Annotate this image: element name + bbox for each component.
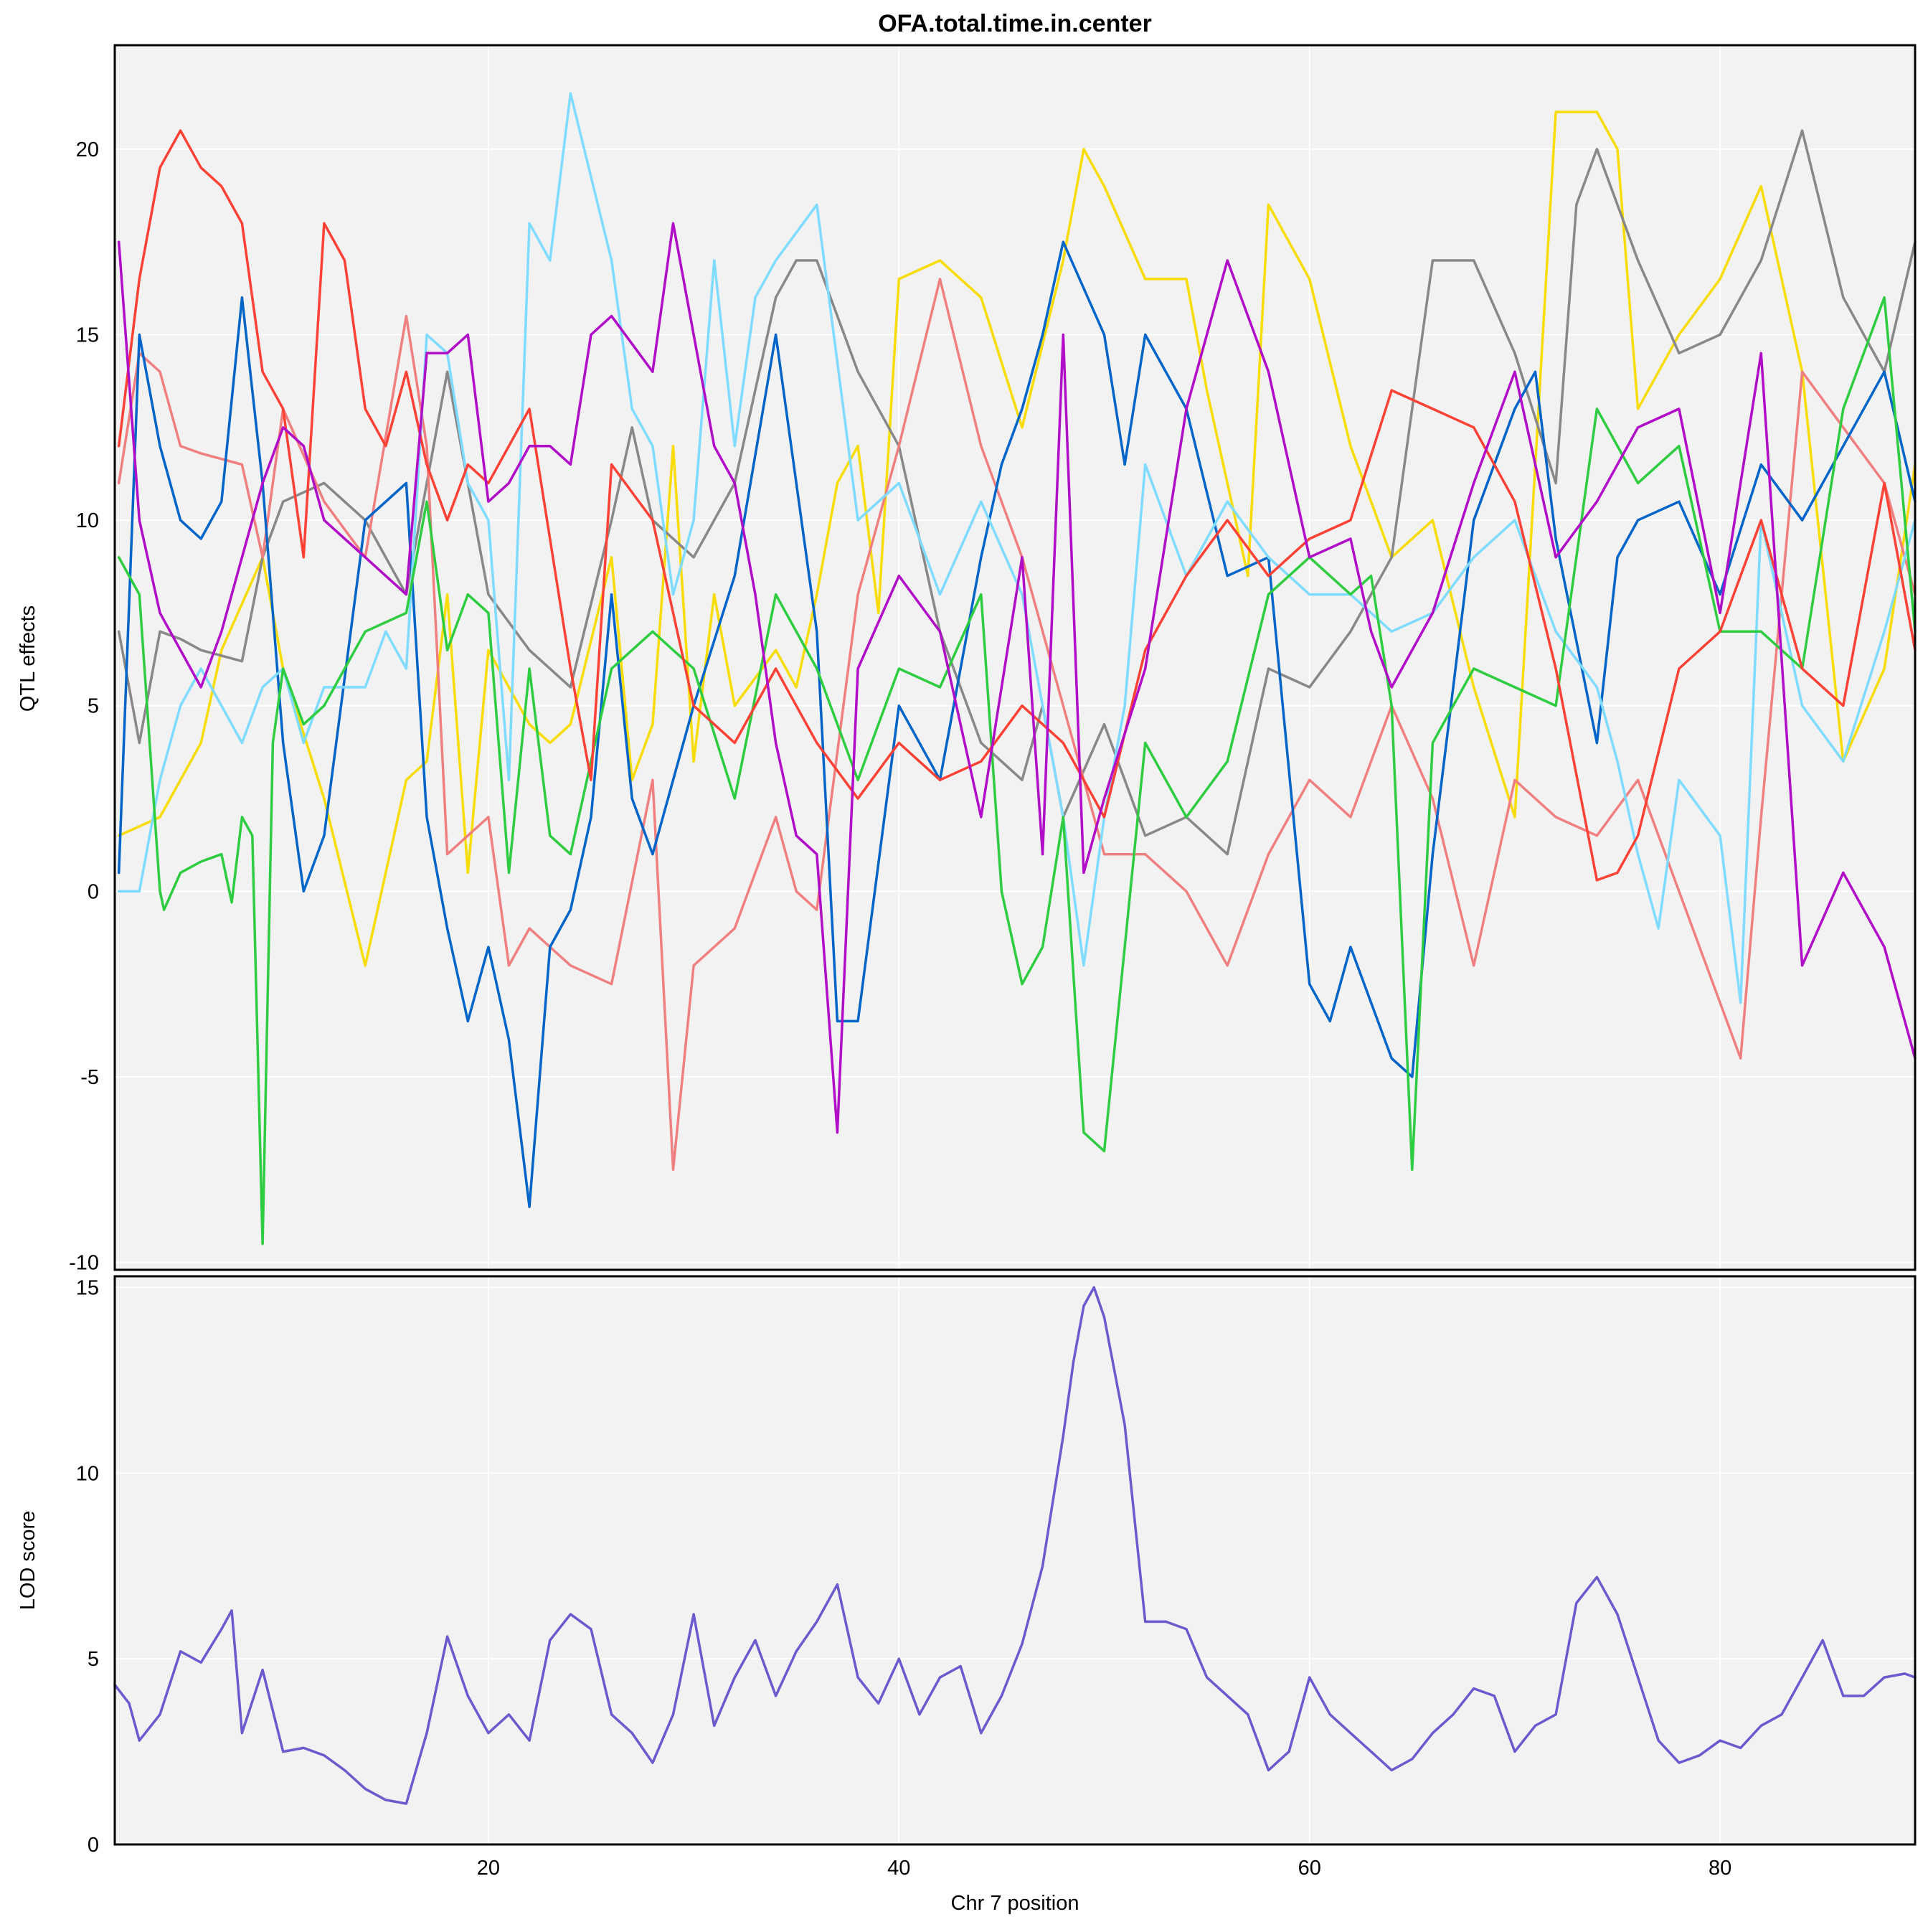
lod-panel: 0 5 10 15 LOD score bbox=[16, 1275, 1917, 1857]
effects-plot-frame bbox=[113, 44, 1917, 1271]
lod-y-tick-label: 10 bbox=[76, 1462, 99, 1485]
lod-series-group bbox=[113, 1286, 1917, 1805]
effects-y-tick-label: 0 bbox=[88, 880, 99, 903]
effects-gridlines bbox=[115, 45, 1915, 1270]
effects-y-tick-label: 5 bbox=[88, 695, 99, 718]
series-line-founder-6 bbox=[117, 296, 1917, 1245]
effects-y-tick-label: 20 bbox=[76, 138, 99, 161]
effects-y-tick-label: -5 bbox=[80, 1066, 99, 1089]
effects-panel: -10 -5 0 5 10 15 20 QTL effects bbox=[16, 44, 1917, 1275]
series-line-founder-8 bbox=[117, 222, 1917, 1134]
lod-y-tick-label: 5 bbox=[88, 1648, 99, 1671]
x-tick-label: 60 bbox=[1298, 1857, 1321, 1880]
lod-plot-background bbox=[115, 1276, 1915, 1844]
effects-y-tick-label: 10 bbox=[76, 509, 99, 532]
x-tick-label: 20 bbox=[477, 1857, 500, 1880]
x-tick-label: 40 bbox=[887, 1857, 910, 1880]
lod-y-tick-label: 0 bbox=[88, 1834, 99, 1857]
series-line-founder-5 bbox=[117, 92, 1917, 1004]
effects-plot-background bbox=[115, 45, 1915, 1270]
series-line-founder-4 bbox=[117, 240, 1917, 1208]
series-line-founder-1 bbox=[117, 110, 1917, 967]
series-line-founder-2 bbox=[117, 129, 1917, 856]
effects-series-group bbox=[117, 92, 1917, 1245]
series-line-founder-3 bbox=[117, 278, 1917, 1172]
effects-y-tick-label: -10 bbox=[69, 1252, 99, 1275]
x-tick-labels: 20 40 60 80 bbox=[477, 1857, 1731, 1880]
lod-y-tick-label: 15 bbox=[76, 1277, 99, 1300]
x-tick-label: 80 bbox=[1709, 1857, 1731, 1880]
series-line-founder-7 bbox=[117, 129, 1917, 882]
lod-plot-frame bbox=[113, 1275, 1917, 1846]
lod-y-axis-label: LOD score bbox=[16, 1511, 39, 1611]
series-line-LOD bbox=[113, 1286, 1917, 1805]
chart-title: OFA.total.time.in.center bbox=[878, 10, 1152, 37]
effects-y-axis-label: QTL effects bbox=[16, 605, 39, 712]
effects-y-tick-label: 15 bbox=[76, 324, 99, 347]
effects-y-tick-labels: -10 -5 0 5 10 15 20 bbox=[69, 138, 99, 1275]
x-axis-label: Chr 7 position bbox=[951, 1892, 1079, 1915]
lod-y-tick-labels: 0 5 10 15 bbox=[76, 1277, 99, 1857]
